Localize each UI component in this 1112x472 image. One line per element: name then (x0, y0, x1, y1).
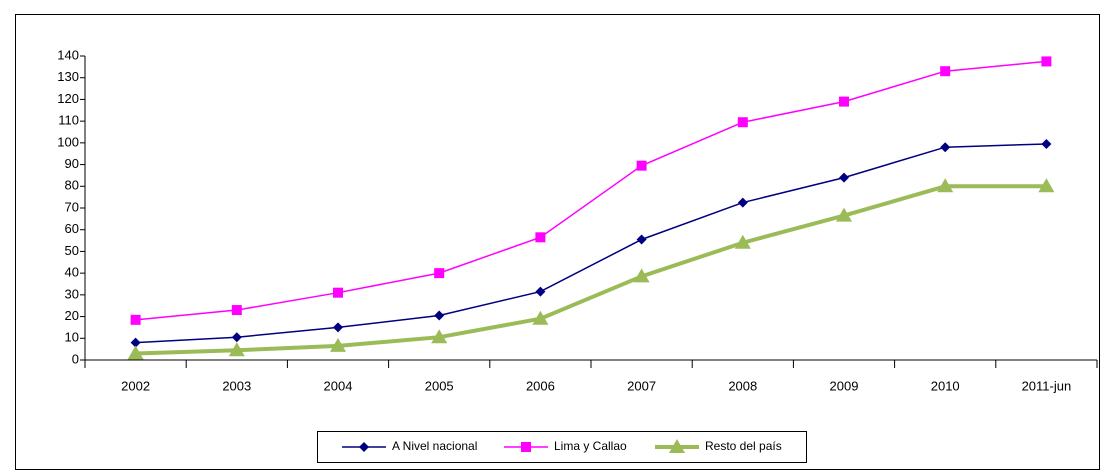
x-tick-label: 2007 (627, 378, 656, 393)
x-tick-label: 2010 (931, 378, 960, 393)
marker (839, 96, 849, 107)
marker (333, 322, 343, 333)
marker (836, 207, 852, 222)
legend-box (317, 431, 807, 463)
legend: A Nivel nacional Lima y Callao Resto del p… (317, 431, 807, 463)
marker (937, 178, 954, 193)
x-tick-label: 2002 (121, 378, 150, 393)
legend-label: A Nivel nacional (392, 439, 477, 453)
marker (434, 268, 445, 279)
x-tick-label: 2006 (526, 378, 555, 393)
marker (228, 342, 245, 357)
marker (130, 337, 141, 348)
series-line (135, 143, 1047, 344)
y-tick-label: 10 (65, 330, 79, 345)
series-line (135, 184, 1047, 356)
x-tick-label: 2009 (830, 378, 859, 393)
marker (940, 66, 951, 77)
marker (1041, 138, 1052, 149)
y-tick-label: 70 (65, 199, 79, 214)
y-tick-label: 60 (65, 221, 79, 236)
x-tick-label: 2011-jun (1022, 378, 1072, 393)
x-tick-label: 2005 (425, 378, 454, 393)
y-tick-label: 50 (65, 243, 79, 258)
y-tick-label: 30 (65, 286, 79, 301)
marker (1041, 56, 1052, 67)
marker (333, 287, 343, 298)
marker (127, 345, 144, 360)
marker (359, 442, 369, 452)
y-tick-label: 100 (57, 134, 79, 149)
marker (633, 268, 650, 283)
legend-label: Resto del país (705, 439, 782, 453)
marker (231, 332, 242, 343)
y-tick-label: 120 (57, 91, 79, 106)
marker (940, 142, 951, 153)
y-tick-label: 140 (57, 47, 79, 62)
marker (1038, 178, 1055, 193)
marker (737, 197, 748, 208)
marker (636, 160, 647, 171)
y-tick-label: 90 (65, 156, 79, 171)
x-tick-label: 2008 (728, 378, 757, 393)
marker (636, 234, 647, 245)
y-tick-label: 110 (58, 113, 79, 128)
marker (669, 439, 685, 453)
marker (737, 117, 748, 128)
legend-label: Lima y Callao (554, 439, 627, 453)
marker (839, 172, 849, 183)
x-tick-label: 2003 (222, 378, 251, 393)
y-tick-label: 20 (65, 308, 79, 323)
marker (521, 442, 531, 452)
marker (231, 305, 242, 316)
y-tick-label: 130 (57, 69, 79, 84)
marker (330, 337, 346, 352)
y-tick-label: 80 (65, 178, 79, 193)
marker (434, 310, 445, 321)
chart-border (15, 14, 1100, 470)
series-line (135, 60, 1047, 321)
marker (431, 329, 448, 344)
marker (532, 310, 549, 325)
marker (734, 234, 751, 249)
marker (535, 286, 546, 297)
marker (535, 232, 546, 243)
marker (130, 314, 141, 325)
y-tick-label: 0 (72, 351, 79, 366)
y-tick-label: 40 (65, 265, 79, 280)
x-tick-label: 2004 (324, 378, 353, 393)
